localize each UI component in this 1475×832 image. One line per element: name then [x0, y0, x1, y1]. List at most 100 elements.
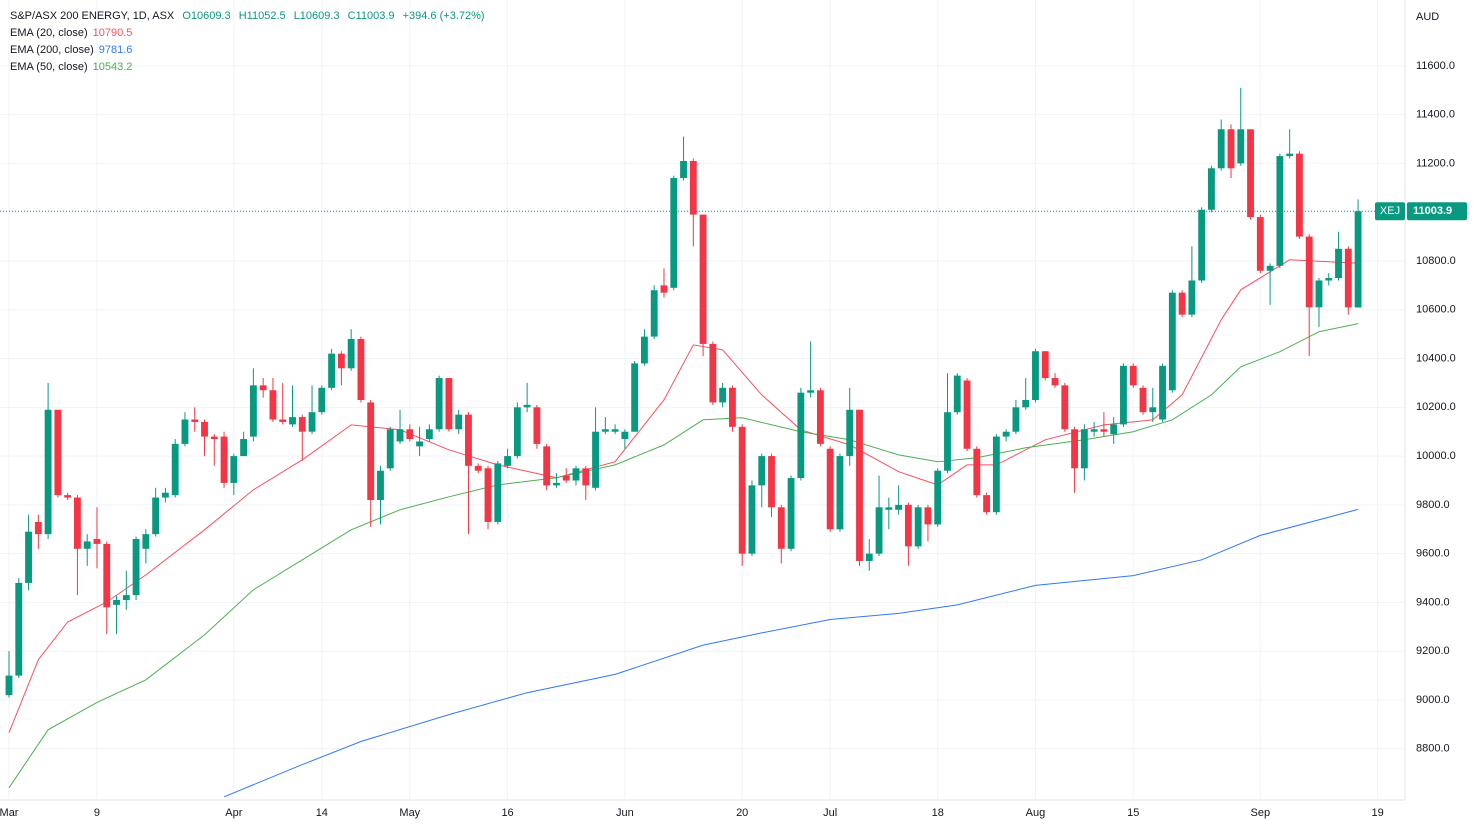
symbol-label: XEJ — [1380, 205, 1400, 217]
candle-body — [631, 363, 639, 432]
grid — [0, 0, 1405, 800]
y-tick-label: 8800.0 — [1416, 743, 1450, 755]
candle-body — [132, 539, 140, 596]
candle-body — [904, 504, 912, 547]
candle-body — [474, 465, 482, 471]
ohlc-low: L10609.3 — [293, 10, 340, 22]
symbol-title: S&P/ASX 200 ENERGY, 1D, ASX — [10, 10, 175, 22]
legend-name: EMA (20, close) — [10, 27, 88, 39]
candle-body — [201, 421, 208, 437]
y-tick-label: 10200.0 — [1416, 401, 1456, 413]
candle-body — [240, 439, 248, 457]
candle-body — [289, 417, 296, 425]
candle-body — [5, 675, 13, 696]
candle-body — [1286, 153, 1294, 157]
candle-body — [924, 507, 932, 525]
candle-body — [1217, 129, 1225, 169]
candle-body — [435, 378, 443, 430]
candle-body — [1237, 129, 1245, 164]
candle-body — [601, 429, 609, 432]
candle-body — [1266, 265, 1274, 271]
legend-value: 10543.2 — [92, 61, 133, 73]
candle-body — [1159, 365, 1166, 420]
candle-body — [484, 468, 492, 522]
candle-body — [279, 419, 287, 422]
y-tick-label: 9800.0 — [1416, 499, 1450, 511]
candle-body — [836, 456, 844, 530]
x-tick-label: 16 — [501, 807, 513, 819]
candle-body — [1178, 292, 1186, 315]
candle-body — [396, 429, 404, 442]
candle-body — [1051, 378, 1059, 386]
currency: AUD — [1416, 11, 1439, 23]
candle-body — [103, 543, 111, 608]
candle-body — [377, 470, 384, 500]
candle-body — [973, 448, 981, 496]
candle-body — [171, 443, 179, 496]
candle-body — [210, 436, 218, 440]
candle-body — [1168, 292, 1176, 391]
candle-body — [787, 478, 795, 549]
candle-body — [93, 539, 101, 544]
x-tick-label: May — [399, 807, 420, 819]
candle-body — [856, 409, 863, 561]
candle-body — [494, 463, 502, 522]
y-tick-label: 9400.0 — [1416, 596, 1450, 608]
candle-body — [728, 387, 736, 427]
candle-body — [1256, 217, 1264, 271]
legend-entry: EMA (50, close) 10543.2 — [10, 59, 137, 76]
candle-body — [641, 336, 648, 364]
y-tick-label: 10600.0 — [1416, 304, 1456, 316]
candle-body — [670, 178, 678, 288]
legend-name: EMA (50, close) — [10, 61, 88, 73]
candle-body — [1335, 248, 1342, 279]
candle-body — [1110, 424, 1118, 435]
candle-body — [1100, 429, 1108, 432]
x-tick-label: 18 — [932, 807, 944, 819]
candle-body — [337, 353, 345, 369]
candle-body — [934, 470, 942, 525]
ema-line — [223, 508, 1359, 798]
y-tick-label: 10400.0 — [1416, 352, 1456, 364]
candle-body — [142, 534, 150, 549]
candle-body — [1002, 431, 1010, 437]
candle-body — [74, 497, 81, 549]
candle-body — [367, 402, 375, 500]
candle-body — [562, 475, 570, 481]
legend-value: 10790.5 — [92, 27, 133, 39]
candle-body — [826, 448, 834, 530]
candle-body — [1061, 385, 1069, 430]
candle-body — [1041, 351, 1049, 379]
candle-body — [1032, 351, 1039, 400]
y-tick-label: 9200.0 — [1416, 645, 1450, 657]
candle-body — [680, 160, 687, 179]
candle-body — [1344, 248, 1352, 308]
candle-body — [983, 495, 991, 513]
candle-body — [1227, 129, 1235, 169]
indicator-legend: EMA (20, close) 10790.5 EMA (200, close) 97… — [10, 25, 137, 76]
candle-body — [689, 160, 697, 215]
candle-body — [328, 353, 336, 388]
candle-body — [963, 380, 971, 449]
candle-body — [34, 521, 42, 535]
candle-body — [944, 412, 951, 471]
candle-body — [1139, 387, 1147, 413]
candle-body — [699, 214, 707, 344]
candle-body — [1022, 400, 1030, 408]
candle-body — [1012, 407, 1020, 432]
candle-body — [592, 431, 599, 488]
ohlc-close: C11003.9 — [347, 10, 395, 22]
candle-body — [1198, 209, 1206, 281]
candle-body — [1120, 365, 1127, 425]
y-tick-label: 10000.0 — [1416, 450, 1456, 462]
candle-body — [543, 446, 551, 486]
candle-body — [846, 409, 854, 457]
legend-name: EMA (200, close) — [10, 44, 94, 56]
candle-body — [719, 387, 727, 403]
x-tick-label: 20 — [736, 807, 748, 819]
candle-body — [181, 419, 189, 444]
candle-body — [611, 429, 619, 432]
candle-body — [298, 417, 306, 432]
candle-body — [797, 392, 805, 479]
candle-body — [357, 339, 365, 400]
